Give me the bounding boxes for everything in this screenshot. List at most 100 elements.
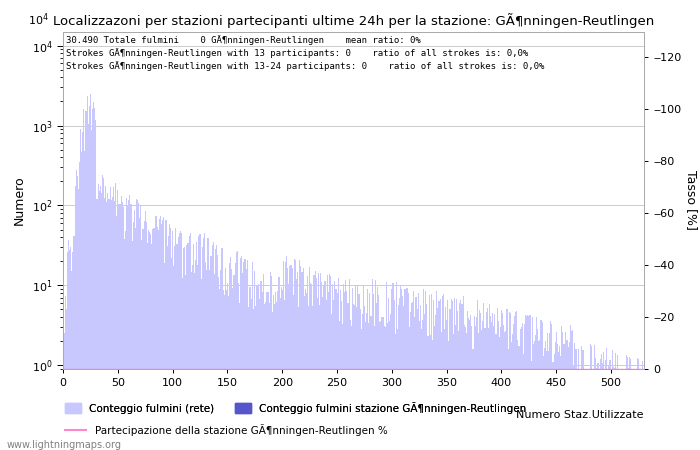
Bar [260, 280, 261, 450]
Bar [591, 346, 592, 450]
Bar [635, 382, 636, 450]
Bar [240, 258, 241, 450]
Bar [207, 238, 209, 450]
Bar [216, 245, 217, 450]
Bar [193, 244, 194, 450]
Bar [420, 305, 421, 450]
Bar [370, 316, 372, 450]
Bar [510, 313, 511, 450]
Bar [176, 244, 178, 450]
Bar [111, 200, 112, 450]
Bar [231, 269, 232, 450]
Bar [625, 378, 626, 450]
Bar [471, 326, 472, 450]
Bar [368, 323, 370, 450]
Bar [347, 303, 349, 450]
Bar [286, 256, 287, 450]
Bar [559, 346, 560, 450]
Bar [638, 359, 639, 450]
Bar [227, 283, 228, 450]
Bar [640, 371, 641, 450]
Bar [155, 216, 157, 450]
Bar [496, 308, 498, 450]
Bar [349, 279, 350, 450]
Bar [206, 270, 207, 450]
Bar [158, 230, 159, 450]
Bar [386, 282, 387, 450]
Bar [256, 286, 258, 450]
Bar [274, 304, 275, 450]
Bar [525, 315, 526, 450]
Bar [72, 252, 74, 450]
Bar [77, 176, 78, 450]
Bar [132, 222, 134, 450]
Bar [180, 231, 181, 450]
Bar [350, 320, 351, 450]
Bar [107, 194, 108, 450]
Bar [275, 292, 276, 450]
Bar [353, 304, 354, 450]
Bar [395, 283, 397, 450]
Bar [639, 374, 640, 450]
Bar [468, 318, 469, 450]
Bar [498, 321, 499, 450]
Bar [79, 162, 80, 450]
Bar [542, 323, 543, 450]
Bar [400, 286, 401, 450]
Bar [594, 345, 595, 450]
Bar [337, 278, 339, 450]
Bar [312, 306, 314, 450]
Bar [304, 289, 306, 450]
Bar [411, 303, 412, 450]
Bar [463, 325, 465, 450]
Bar [399, 298, 400, 450]
Bar [262, 292, 263, 450]
Bar [454, 298, 455, 450]
Bar [226, 290, 227, 450]
Bar [568, 347, 569, 450]
Bar [319, 306, 320, 450]
Bar [284, 300, 285, 450]
Bar [616, 389, 617, 450]
Bar [279, 298, 281, 450]
Bar [557, 344, 558, 450]
Bar [531, 317, 533, 450]
Bar [105, 186, 106, 450]
Legend: Conteggio fulmini (rete), Conteggio fulmini stazione GÃ¶nningen-Reutlingen: Conteggio fulmini (rete), Conteggio fulm… [61, 397, 531, 418]
Bar [335, 289, 337, 450]
Bar [234, 263, 236, 450]
Bar [505, 331, 506, 450]
Bar [116, 216, 118, 450]
Bar [327, 275, 328, 450]
Bar [458, 331, 459, 450]
Bar [188, 236, 190, 450]
Bar [325, 281, 326, 450]
Bar [184, 247, 186, 450]
Bar [80, 129, 81, 450]
Bar [151, 244, 153, 450]
Bar [592, 377, 593, 450]
Bar [125, 230, 126, 450]
Bar [448, 341, 449, 450]
Bar [393, 301, 395, 450]
Bar [529, 315, 531, 450]
Bar [379, 322, 380, 450]
Bar [465, 327, 466, 450]
Bar [74, 186, 76, 450]
Bar [562, 332, 564, 450]
Text: $10^4$: $10^4$ [28, 12, 49, 28]
Bar [517, 340, 519, 450]
Bar [432, 340, 433, 450]
Bar [512, 334, 513, 450]
Bar [477, 300, 478, 450]
Bar [438, 301, 440, 450]
Bar [436, 292, 438, 450]
Bar [163, 217, 164, 450]
Bar [289, 266, 290, 450]
Bar [629, 357, 630, 450]
Bar [110, 187, 111, 450]
Bar [608, 366, 610, 450]
Bar [452, 301, 453, 450]
Bar [104, 198, 105, 450]
Bar [374, 325, 375, 450]
